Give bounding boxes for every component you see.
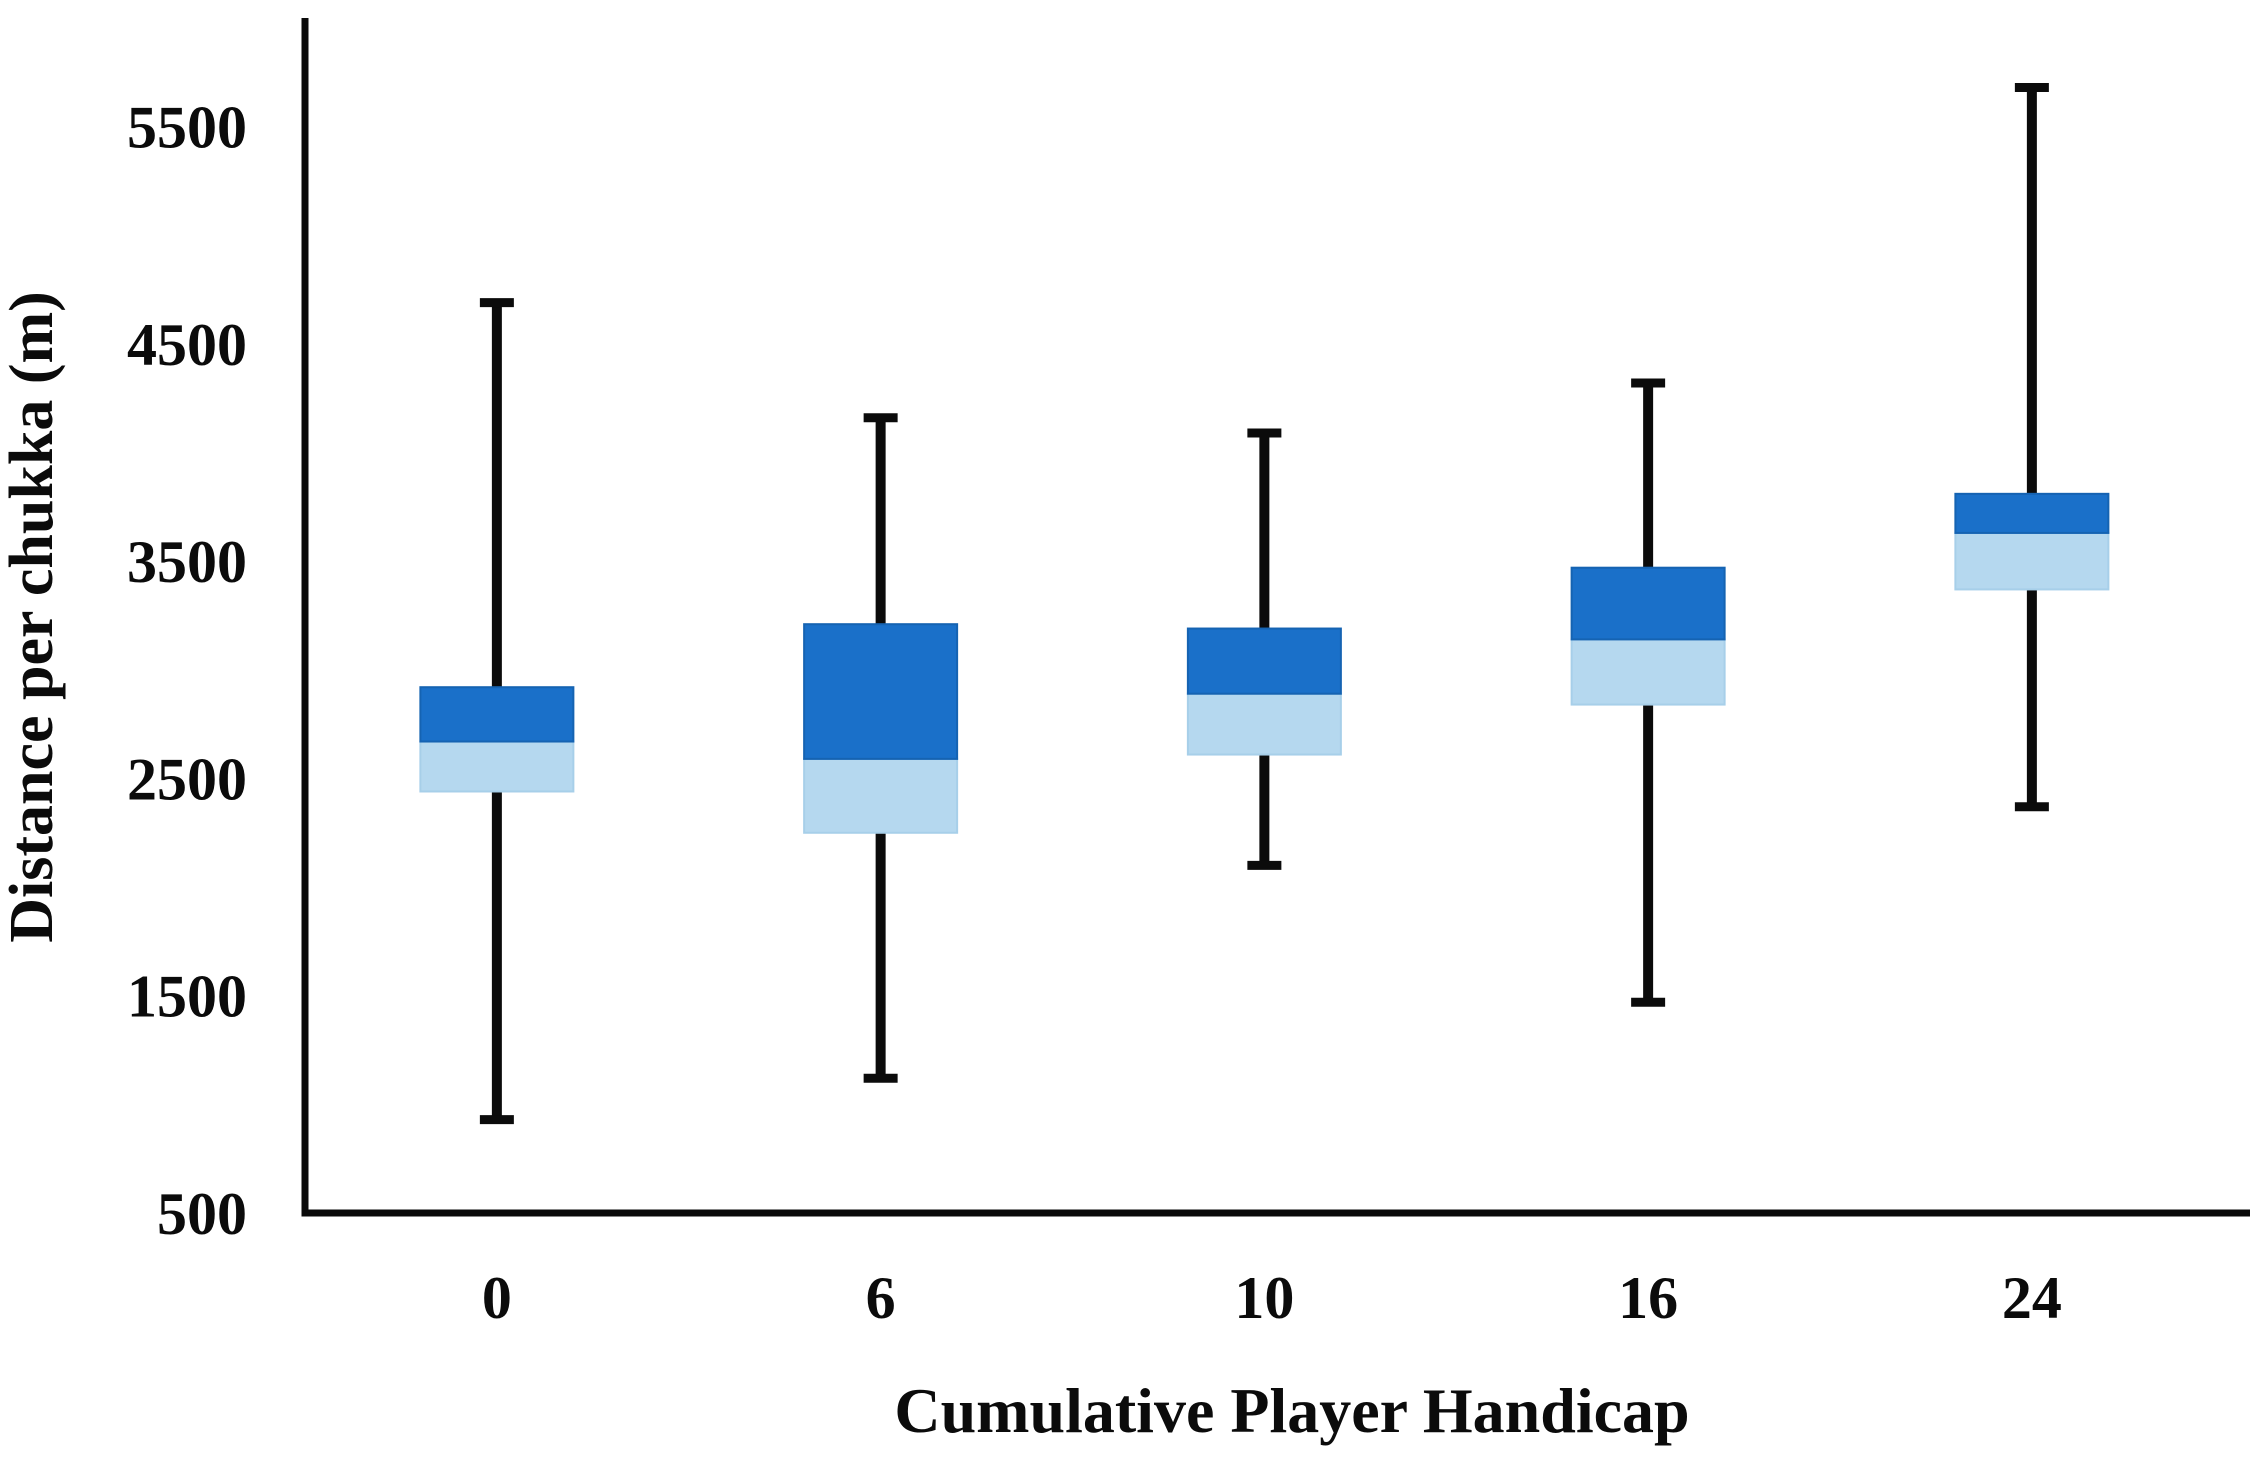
x-tick-label: 6 [866, 1265, 896, 1331]
y-axis-title: Distance per chukka (m) [0, 291, 66, 943]
y-tick-label: 2500 [127, 746, 247, 812]
x-tick-label: 0 [482, 1265, 512, 1331]
x-tick-label: 10 [1234, 1265, 1294, 1331]
x-axis-title: Cumulative Player Handicap [894, 1375, 1689, 1446]
x-tick-label: 24 [2002, 1265, 2062, 1331]
box-lower-quartile [1570, 638, 1726, 706]
box-upper-quartile [419, 686, 575, 743]
plot-area: 500 1500 2500 3500 4500 5500 0 6 10 16 24 [127, 18, 2250, 1331]
box-lower-quartile [419, 740, 575, 793]
y-tick-label: 3500 [127, 529, 247, 595]
box-upper-quartile [803, 623, 959, 760]
y-tick-label: 4500 [127, 312, 247, 378]
box-upper-quartile [1570, 566, 1726, 641]
y-tick-label: 5500 [127, 95, 247, 161]
box-lower-quartile [1186, 692, 1342, 756]
y-tick-label: 1500 [127, 964, 247, 1030]
box-upper-quartile [1186, 627, 1342, 695]
box-lower-quartile [803, 757, 959, 834]
y-tick-label: 500 [157, 1181, 247, 1247]
x-tick-label: 16 [1618, 1265, 1678, 1331]
box-lower-quartile [1954, 531, 2110, 591]
box-upper-quartile [1954, 492, 2110, 534]
